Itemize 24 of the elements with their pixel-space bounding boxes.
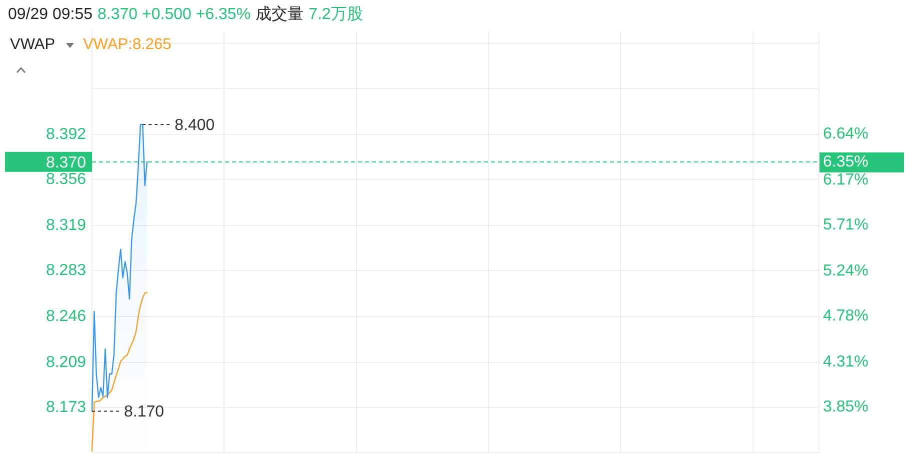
text: 成交量 [256,4,304,25]
y-tick-label: 8.209 [46,354,86,372]
y2-tick-label: 3.85% [823,398,868,416]
legend-title: VWAP [10,35,56,55]
y-tick-label: 8.319 [46,216,86,234]
y2-tick-label: 6.64% [823,125,868,142]
data-label: 8.170 [124,404,164,421]
y-tick-label: 8.392 [46,126,86,143]
y-tick-label: 8.173 [46,398,86,416]
chart-subtitle: 8.370 +0.500 +6.35% [98,5,251,25]
y-tick-label: 8.283 [46,262,86,279]
ref-line-label: 8.370 [46,154,86,172]
data-label: 8.400 [174,116,215,134]
y2-tick-label: 6.35% [823,154,868,171]
y2-tick-label: 4.78% [823,308,868,325]
y2-tick-label: 5.24% [823,262,868,280]
y2-tick-label: 6.17% [823,171,868,188]
chart-title: 09/29 09:55 [8,5,93,25]
y2-tick-label: 4.31% [823,354,868,371]
text: VWAP:8.265 [83,35,172,55]
y-tick-label: 8.246 [46,308,86,325]
y2-tick-label: 5.71% [823,216,868,234]
y-tick-label: 8.356 [46,170,86,188]
text: 7.2万股 [308,5,363,25]
